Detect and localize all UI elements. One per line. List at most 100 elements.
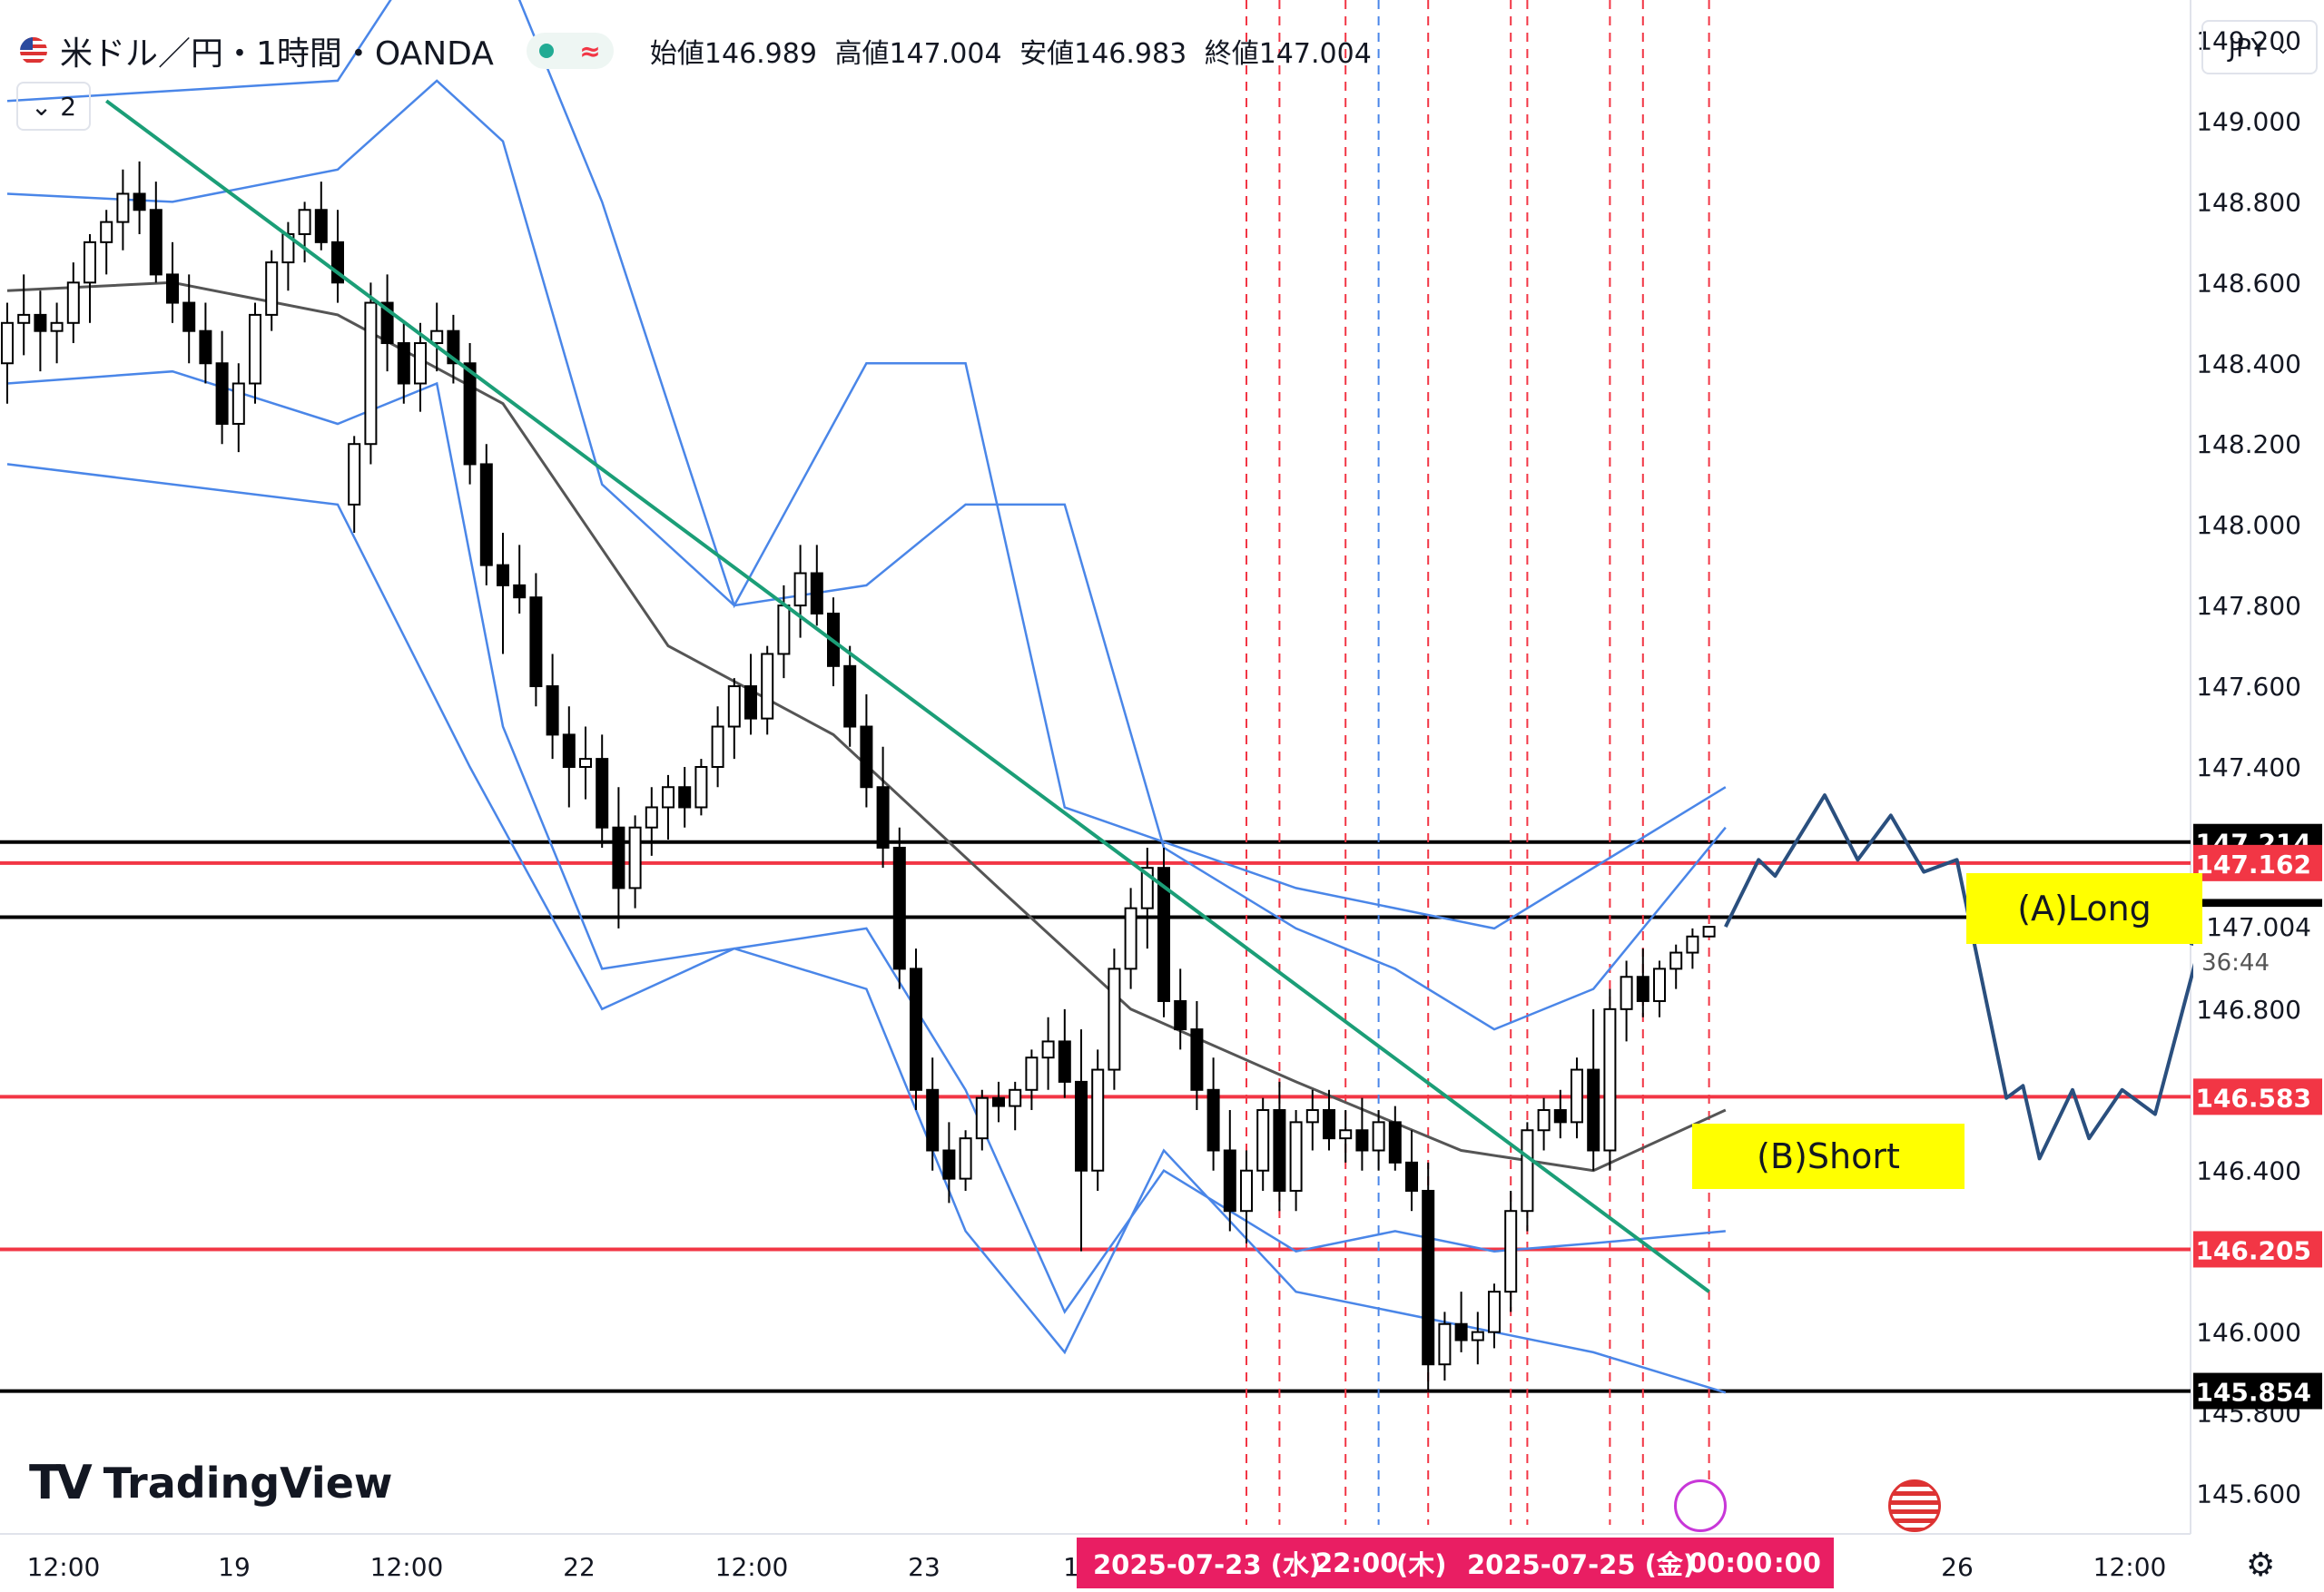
candle-up [1438,1322,1452,1366]
candle-up [100,221,113,243]
x-axis-tick-label: 19 [218,1552,251,1582]
economic-event-icon[interactable] [1674,1479,1727,1532]
y-axis-tick-label: 148.400 [2196,349,2301,378]
candle-up [1108,968,1121,1071]
low-value: 安値146.983 [1019,38,1187,70]
candle-up [1025,1056,1039,1091]
candle-up [727,685,741,728]
candle-down [892,846,906,970]
currency-selector[interactable]: JPY ⌄ [2201,20,2318,74]
x-axis-tick-label: 12:00 [370,1552,444,1582]
x-axis-tick-label: 26 [1941,1552,1974,1582]
candle-down [843,664,857,728]
candle-up [1041,1040,1055,1059]
candle-up [1124,907,1137,970]
chart-header: 米ドル／円・1時間・OANDA ≈ 始値146.989 高値147.004 安値… [20,27,1381,74]
y-axis-tick-label: 145.600 [2196,1479,2301,1509]
candle-up [1305,1109,1319,1124]
candle-up [1289,1121,1303,1192]
x-axis-tick-label: 12:00 [2093,1552,2167,1582]
candle-down [1422,1189,1435,1366]
candle-up [579,758,592,769]
highlight-day-2: (木) [1396,1549,1447,1580]
candle-up [50,321,64,332]
candle-down [596,758,609,829]
bollinger-outer-upper [6,0,1727,930]
time-axis-highlight: 2025-07-23 (水) 22:00 (木) 2025-07-25 (金) … [1077,1538,1834,1588]
candle-down [1355,1129,1369,1152]
x-axis-tick-label: 1 [1063,1552,1079,1582]
candle-up [1091,1068,1105,1172]
candle-down [810,572,823,614]
candle-down [562,733,576,769]
candle-up [1686,935,1699,954]
candle-up [694,766,708,809]
indicator-toggle-button[interactable]: ⌄ 2 [16,82,91,131]
long-scenario-text: (A)Long [2017,889,2152,929]
us-event-flag-icon[interactable] [1888,1479,1941,1532]
candle-down [860,725,873,789]
tradingview-logo-text: TradingView [103,1459,393,1508]
y-axis-tick-label: 149.000 [2196,106,2301,136]
y-axis-tick-label: 147.400 [2196,752,2301,782]
downtrend-line [105,99,1710,1293]
candle-up [1620,976,1633,1010]
candle-down [34,313,47,332]
candle-up [975,1096,989,1140]
candle-up [1603,1007,1617,1152]
ohlc-readout: 始値146.989 高値147.004 安値146.983 終値147.004 [650,31,1381,71]
candle-down [199,329,212,365]
y-axis-tick-label: 146.800 [2196,995,2301,1025]
bollinger-upper [6,79,1727,1031]
candle-up [1504,1210,1518,1293]
candle-up [1471,1331,1484,1341]
candle-down [529,596,543,688]
y-axis-tick-label: 147.600 [2196,672,2301,702]
candle-up [1571,1068,1583,1124]
price-level-badge [2193,1078,2322,1115]
y-axis-tick-label: 148.000 [2196,510,2301,540]
y-axis-tick-label: 148.600 [2196,268,2301,298]
current-price-label: 147.004 [2206,912,2311,942]
candle-down [910,968,922,1091]
candle-up [249,313,261,385]
candle-up [1653,968,1666,1002]
symbol-title[interactable]: 米ドル／円・1時間・OANDA [60,35,494,73]
candle-down [166,273,179,304]
candle-down [1405,1161,1418,1192]
candle-up [84,241,96,284]
candle-up [231,382,245,425]
candle-down [182,301,196,332]
candle-down [546,685,559,736]
price-level-label: 147.162 [2195,850,2311,880]
forecast-path [1724,793,2207,1161]
highlight-time-3: 00:00 [1689,1548,1773,1578]
chevron-down-icon: ⌄ [30,91,61,122]
candle-up [793,572,807,607]
chart-settings-icon[interactable]: ⚙ [2246,1547,2276,1584]
high-value: 高値147.004 [834,38,1002,70]
candle-down [926,1088,940,1152]
x-axis-tick-label: 12:00 [715,1552,789,1582]
moving-average-line [6,280,1727,1173]
wave-icon: ≈ [579,35,601,66]
short-scenario-label: (B)Short [1692,1124,1965,1189]
candle-down [1190,1028,1204,1091]
candle-down [314,209,328,243]
candle-up [1,321,14,365]
candle-down [1323,1109,1335,1140]
tradingview-logo[interactable]: TV TradingView [29,1456,392,1510]
candle-down [1587,1068,1600,1152]
y-axis-tick-label: 148.800 [2196,187,2301,217]
candle-up [1521,1129,1534,1213]
candle-down [678,786,692,809]
market-status-pill[interactable]: ≈ [526,33,614,69]
candle-down [149,209,162,276]
candle-up [662,786,675,809]
open-value: 始値146.989 [649,38,817,70]
x-axis-tick-label: 12:00 [27,1552,101,1582]
indicator-count: 2 [60,91,77,122]
candle-down [744,685,757,720]
bar-countdown: 36:44 [2201,949,2270,977]
